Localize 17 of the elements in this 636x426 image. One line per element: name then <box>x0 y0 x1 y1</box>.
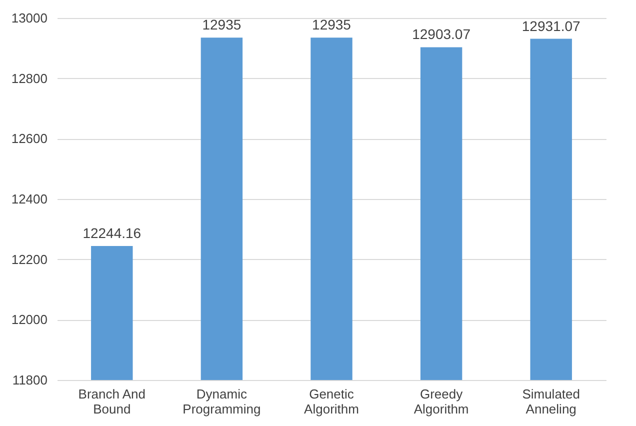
y-tick-label: 13000 <box>11 10 48 26</box>
y-tick-label: 12400 <box>11 192 48 206</box>
data-label: 12931.07 <box>522 18 581 34</box>
x-tick-label: Genetic Algorithm <box>304 386 359 416</box>
data-label: 12244.16 <box>82 225 142 242</box>
x-tick-label: Branch And Bound <box>78 386 146 416</box>
x-tick-label: Dynamic Programming <box>182 386 261 416</box>
y-tick-label: 12000 <box>11 312 48 328</box>
x-tick-label: Greedy Algorithm <box>414 386 469 416</box>
data-label: 12935 <box>312 16 352 33</box>
y-tick-label: 11800 <box>12 372 48 388</box>
y-tick-label: 12600 <box>11 131 48 146</box>
data-label: 12935 <box>202 16 242 33</box>
y-tick-label: 12200 <box>11 252 48 267</box>
x-tick-label: Simulated Anneling <box>522 386 580 416</box>
data-label: 12903.07 <box>412 26 471 42</box>
y-tick-label: 12800 <box>11 70 48 86</box>
